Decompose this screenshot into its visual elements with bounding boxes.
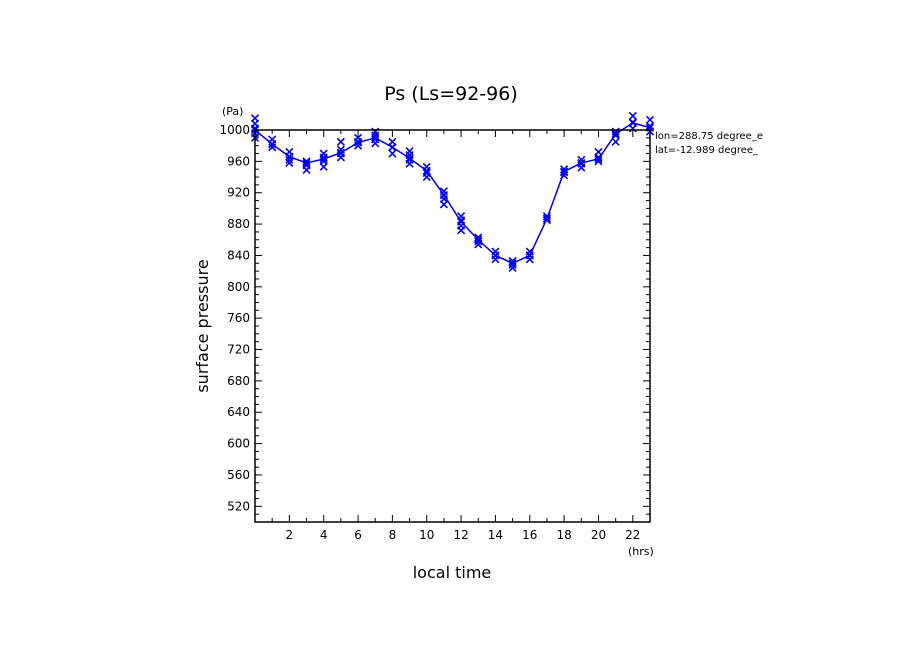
sample-point [542,216,552,225]
sample-point [628,118,637,127]
mean-point [594,154,603,164]
sample-point [285,152,294,161]
x-tick-label: 14 [488,528,503,542]
x-tick-label: 22 [625,528,640,542]
x-tick-label: 4 [320,528,328,542]
mean-point [611,129,620,138]
axis-ticks [255,129,650,523]
sample-point [388,149,397,158]
sample-point [611,137,620,146]
sample-point [302,165,311,175]
y-tick-label: 560 [227,468,250,482]
sample-point [353,141,363,150]
mean-line [254,122,651,265]
sample-point [628,111,637,120]
x-tick-label: 6 [354,528,362,542]
sample-point [439,200,448,209]
y-tick-label: 840 [227,248,250,262]
annotation-lon: lon=288.75 degree_e [655,131,763,142]
sample-point [474,240,483,249]
sample-point [319,162,328,171]
chart-title: Ps (Ls=92-96) [384,83,518,105]
sample-point [594,157,603,166]
y-tick-label: 920 [227,186,250,200]
y-axis-label: surface pressure [193,259,212,392]
mean-point [302,158,311,167]
sample-point [560,165,569,174]
sample-point [491,255,500,264]
sample-point [336,137,345,146]
sample-point [268,143,277,152]
y-tick-label: 720 [227,343,250,357]
y-tick-label: 760 [227,311,250,325]
sample-point [422,162,431,171]
x-tick-label: 8 [389,528,397,542]
x-tick-label: 10 [419,528,434,542]
sample-point [628,124,637,133]
sample-point [336,153,345,162]
y-tick-label: 960 [227,154,250,168]
sample-point [560,171,569,180]
y-tick-label: 800 [227,280,250,294]
sample-point [645,115,655,124]
y-unit-label: (Pa) [222,105,243,118]
sample-point [508,260,517,269]
sample-point [611,131,620,140]
y-tick-label: 680 [227,374,250,388]
x-tick-label: 2 [286,528,294,542]
x-unit-label: (hrs) [628,545,654,558]
sample-point [560,168,569,177]
mean-point [542,214,552,223]
sample-point [268,140,277,149]
y-tick-label: 640 [227,405,250,419]
x-tick-label: 12 [453,528,468,542]
series-layer [250,111,655,273]
tick-labels: 520 560 600 640 680 720 760 800 840 880 920 960 1000… [219,123,640,542]
sample-point [371,139,380,148]
sample-point [457,226,466,235]
sample-point [474,237,483,246]
y-tick-label: 880 [227,217,250,231]
annotation-lat: lat=-12.989 degree_ [655,145,759,156]
sample-point [508,263,517,273]
sample-point [405,159,414,168]
sample-point [577,163,586,172]
x-tick-label: 16 [522,528,537,542]
y-tick-label: 1000 [219,123,250,137]
x-tick-label: 18 [556,528,571,542]
x-axis-label: local time [413,563,492,582]
y-tick-label: 520 [227,499,250,513]
y-tick-label: 600 [227,437,250,451]
sample-point [422,172,431,182]
x-tick-label: 20 [591,528,606,542]
sample-point [285,158,294,167]
sample-point [285,155,294,164]
sample-point [525,255,534,264]
plot-frame [254,129,651,523]
sample-point [388,143,397,152]
